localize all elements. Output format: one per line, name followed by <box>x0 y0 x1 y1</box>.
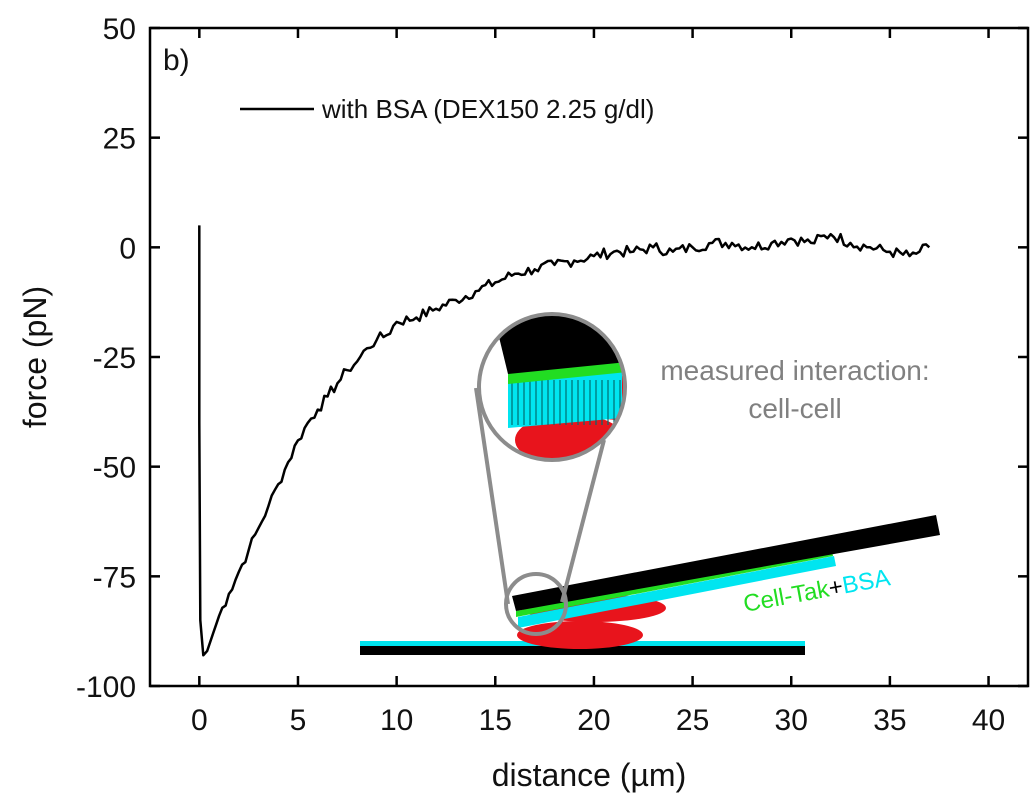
x-tick-label: 10 <box>380 704 413 737</box>
axis-ticks <box>150 26 1028 688</box>
inset-illustration <box>360 312 940 655</box>
magnifier-large-circle <box>477 312 627 462</box>
coating-bsa-label: BSA <box>840 564 892 599</box>
x-tick-label: 15 <box>479 704 512 737</box>
y-tick-label: -100 <box>76 671 136 704</box>
y-tick-labels: 50 25 0 -25 -50 -75 -100 <box>76 13 136 704</box>
x-tick-label: 40 <box>972 704 1005 737</box>
coating-plus-label: + <box>826 573 845 602</box>
interaction-annotation-line1: measured interaction: <box>660 355 929 386</box>
y-tick-label: -50 <box>93 452 136 485</box>
legend: with BSA (DEX150 2.25 g/dl) <box>240 94 654 124</box>
legend-label: with BSA (DEX150 2.25 g/dl) <box>321 94 654 124</box>
magnifier-connector-left <box>474 387 510 605</box>
y-tick-label: -75 <box>93 561 136 594</box>
x-axis-title: distance (µm) <box>492 757 686 793</box>
y-axis-title: force (pN) <box>17 286 53 428</box>
magnified-bristle-lines <box>511 380 621 425</box>
x-tick-label: 20 <box>577 704 610 737</box>
y-tick-label: 25 <box>103 123 136 156</box>
x-tick-label: 30 <box>775 704 808 737</box>
x-tick-label: 35 <box>873 704 906 737</box>
magnified-celltak-layer <box>508 360 625 384</box>
x-tick-label: 5 <box>290 704 307 737</box>
x-tick-label: 25 <box>676 704 709 737</box>
y-tick-label: -25 <box>93 342 136 375</box>
panel-label: b) <box>163 44 190 77</box>
series-line-with-bsa <box>198 225 931 657</box>
magnifier-connector-right <box>560 439 606 603</box>
y-tick-label: 0 <box>119 232 136 265</box>
x-tick-label: 0 <box>191 704 208 737</box>
cantilever <box>512 515 940 611</box>
x-tick-labels: 0 5 10 15 20 25 30 35 40 <box>191 704 1005 737</box>
magnified-view <box>479 314 625 460</box>
y-tick-label: 50 <box>103 13 136 46</box>
substrate <box>360 646 805 655</box>
cantilever-bsa-layer <box>518 556 836 628</box>
interaction-annotation-line2: cell-cell <box>748 393 841 424</box>
cell-bottom <box>517 621 643 649</box>
